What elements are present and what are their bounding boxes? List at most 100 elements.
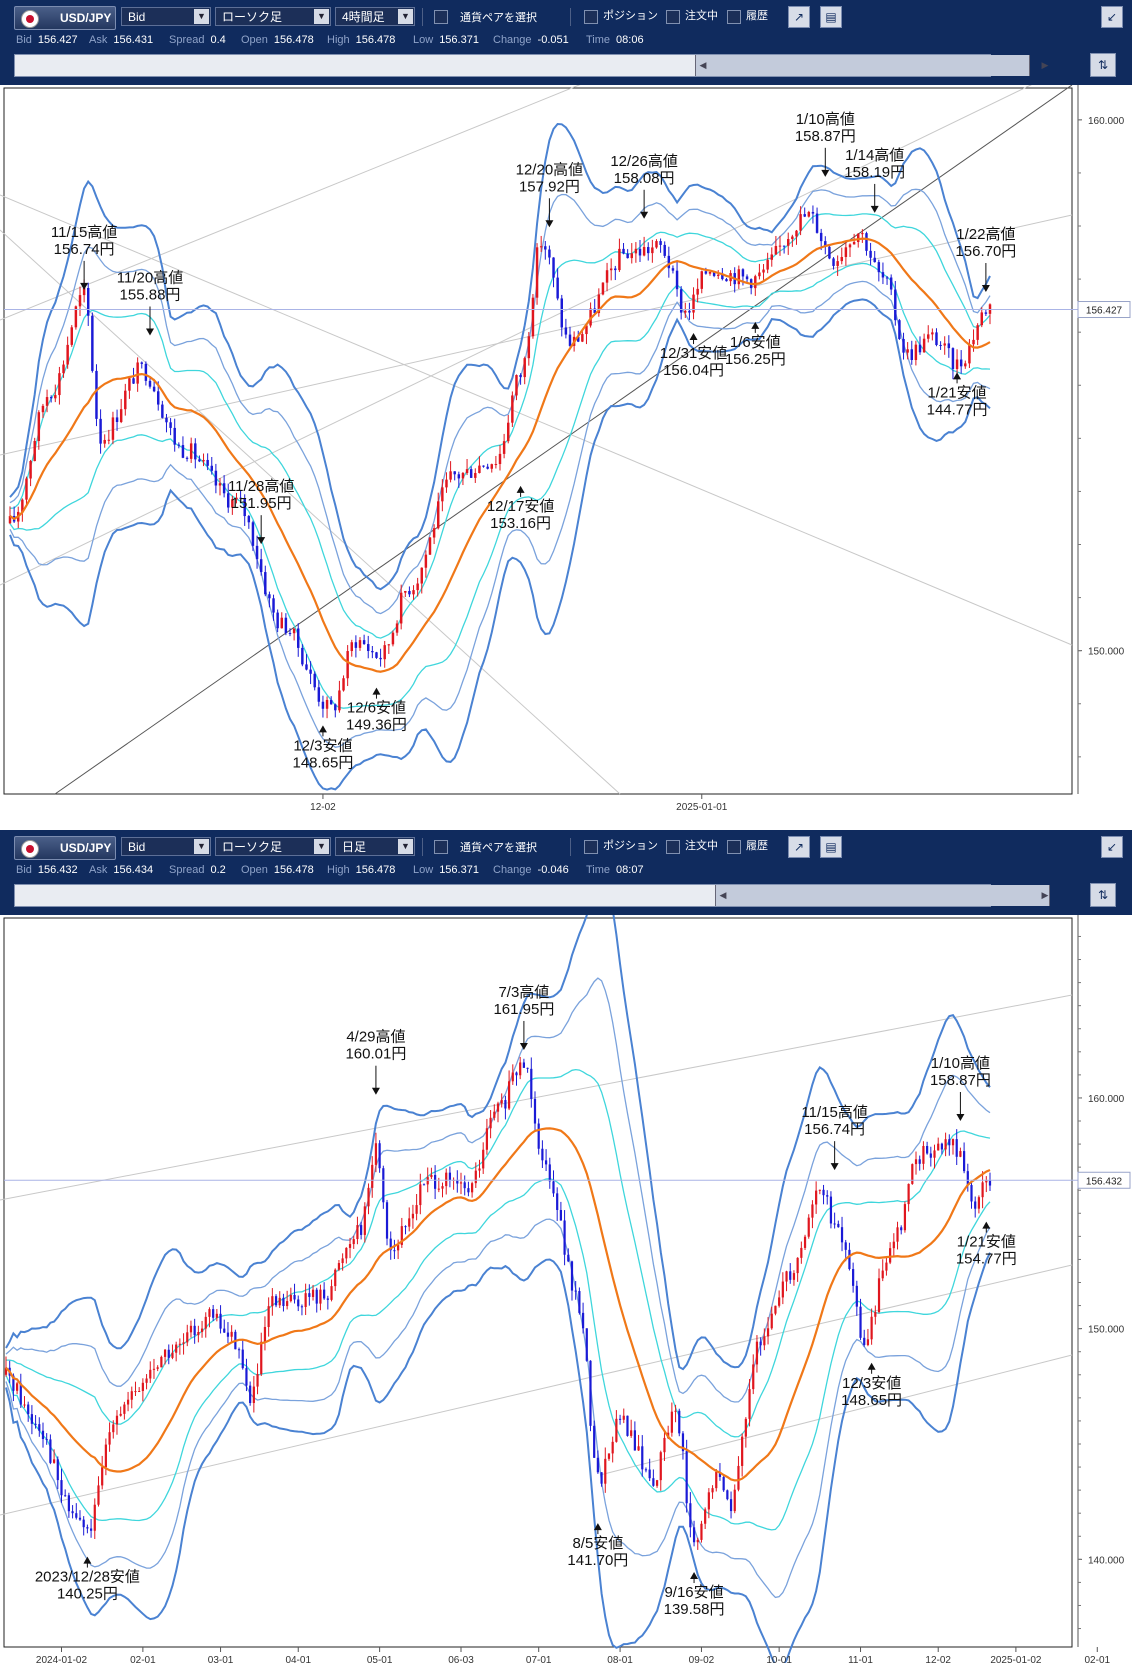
navigator-window[interactable]	[695, 55, 1030, 76]
candle-body	[62, 364, 65, 374]
trend-line-main	[54, 85, 1073, 795]
candle-body	[367, 644, 370, 652]
current-price-tag	[1077, 301, 1131, 319]
shrink-icon[interactable]: ↙	[1101, 836, 1123, 858]
high-value: 156.478	[355, 864, 396, 876]
candle-body	[644, 1469, 648, 1471]
candle-body	[193, 1325, 196, 1336]
candle-body	[27, 1404, 30, 1415]
position-checkbox[interactable]	[584, 10, 598, 24]
spread-label: Spread	[169, 34, 205, 46]
candle-body	[659, 241, 662, 245]
cursor-icon[interactable]: ↗	[788, 6, 810, 28]
chart-type-value: ローソク足	[222, 10, 283, 24]
candle-body	[321, 701, 325, 709]
pair-button[interactable]: USD/JPY	[14, 6, 116, 30]
scroll-right-icon[interactable]: ▶	[1041, 890, 1049, 900]
candle-body	[922, 1145, 925, 1164]
history-checkbox[interactable]	[727, 10, 741, 24]
orders-checkbox[interactable]	[666, 840, 680, 854]
position-toggle-icon[interactable]: ▤	[820, 836, 842, 858]
candle-body	[235, 497, 238, 500]
chart-type-select[interactable]: ローソク足 ▼	[215, 837, 331, 856]
position-toggle-icon[interactable]: ▤	[820, 6, 842, 28]
candle-body	[782, 245, 786, 247]
x-tick-label: 06-03	[448, 1655, 474, 1663]
moving-average-line	[9, 237, 991, 673]
candle-body	[526, 1067, 529, 1069]
annotation-label: 1/21安値	[957, 1234, 1016, 1251]
candle-body	[844, 247, 848, 258]
price-type-select[interactable]: Bid ▼	[121, 837, 211, 856]
bollinger-lower-band	[5, 1252, 991, 1663]
candle-body	[286, 1301, 289, 1307]
candle-body	[807, 1217, 810, 1237]
cursor-icon[interactable]: ↗	[788, 836, 810, 858]
low-label: Low	[413, 864, 434, 876]
select-pair-checkbox[interactable]	[434, 10, 448, 24]
annotation-arrow-head	[870, 205, 879, 213]
candle-body	[911, 1164, 914, 1184]
candle-body	[319, 1289, 322, 1304]
candle-body	[937, 1143, 940, 1151]
bollinger-upper-band	[9, 188, 991, 615]
scroll-left-icon[interactable]: ◀	[699, 60, 707, 70]
pair-button[interactable]: USD/JPY	[14, 836, 116, 860]
x-tick-label: 09-02	[689, 1655, 715, 1663]
orders-checkbox[interactable]	[666, 10, 680, 24]
chart-type-select[interactable]: ローソク足 ▼	[215, 7, 331, 26]
navigator-window[interactable]	[715, 885, 1050, 906]
candle-body	[861, 233, 864, 235]
candle-body	[671, 268, 675, 271]
candle-body	[630, 253, 633, 259]
candle-body	[531, 297, 535, 337]
candle-body	[157, 391, 160, 405]
candle-body	[222, 483, 226, 494]
swap-icon[interactable]: ⇅	[1090, 53, 1116, 77]
position-checkbox[interactable]	[584, 840, 598, 854]
candlestick-chart-4h[interactable]: 156.427 160.000 150.000 12-02 2025-01-01 11/1…	[0, 85, 1132, 810]
chart-navigator[interactable]: ◀ ▶	[14, 884, 1050, 907]
candle-body	[470, 1183, 474, 1193]
scroll-left-icon[interactable]: ◀	[719, 890, 727, 900]
toolbar: USD/JPY Bid ▼ ローソク足 ▼ 日足 ▼ 通貨ペアを選択 ポジション…	[0, 830, 1132, 915]
annotation-label: 12/6安値	[347, 700, 406, 717]
select-pair-checkbox[interactable]	[434, 840, 448, 854]
shrink-icon[interactable]: ↙	[1101, 6, 1123, 28]
candle-body	[704, 1509, 707, 1524]
candle-body	[578, 1291, 581, 1313]
scroll-right-icon[interactable]: ▶	[1041, 60, 1049, 70]
candlestick-chart-daily[interactable]: 156.432160.000150.000140.00012-012024-01…	[0, 915, 1132, 1663]
x-tick-label: 05-01	[367, 1655, 393, 1663]
candle-body	[87, 287, 90, 316]
swap-icon[interactable]: ⇅	[1090, 883, 1116, 907]
annotation-label: 11/15高値	[51, 224, 117, 241]
candle-body	[334, 704, 337, 711]
annotation-price: 156.74円	[804, 1121, 865, 1138]
candle-body	[185, 457, 189, 459]
candle-body	[781, 1281, 784, 1298]
candle-body	[387, 644, 391, 646]
candle-body	[249, 1385, 252, 1404]
candle-body	[144, 363, 148, 381]
candle-body	[918, 1159, 921, 1164]
candle-body	[95, 370, 98, 419]
select-pair-label: 通貨ペアを選択	[460, 12, 537, 24]
candle-body	[832, 258, 835, 266]
chart-navigator[interactable]: ◀ ▶	[14, 54, 1048, 77]
candle-body	[482, 1149, 485, 1169]
candle-body	[463, 1182, 466, 1189]
price-type-select[interactable]: Bid ▼	[121, 7, 211, 26]
candle-body	[99, 418, 102, 444]
x-tick-label: 08-01	[607, 1655, 633, 1663]
history-checkbox[interactable]	[727, 840, 741, 854]
timeframe-select[interactable]: 日足 ▼	[335, 837, 415, 856]
candle-body	[112, 1424, 115, 1433]
x-tick-label: 03-01	[208, 1655, 234, 1663]
candle-body	[104, 1444, 107, 1468]
candle-body	[399, 592, 403, 624]
candle-body	[21, 499, 24, 512]
candle-body	[898, 320, 901, 339]
timeframe-select[interactable]: 4時間足 ▼	[335, 7, 415, 26]
candle-body	[263, 1327, 267, 1342]
